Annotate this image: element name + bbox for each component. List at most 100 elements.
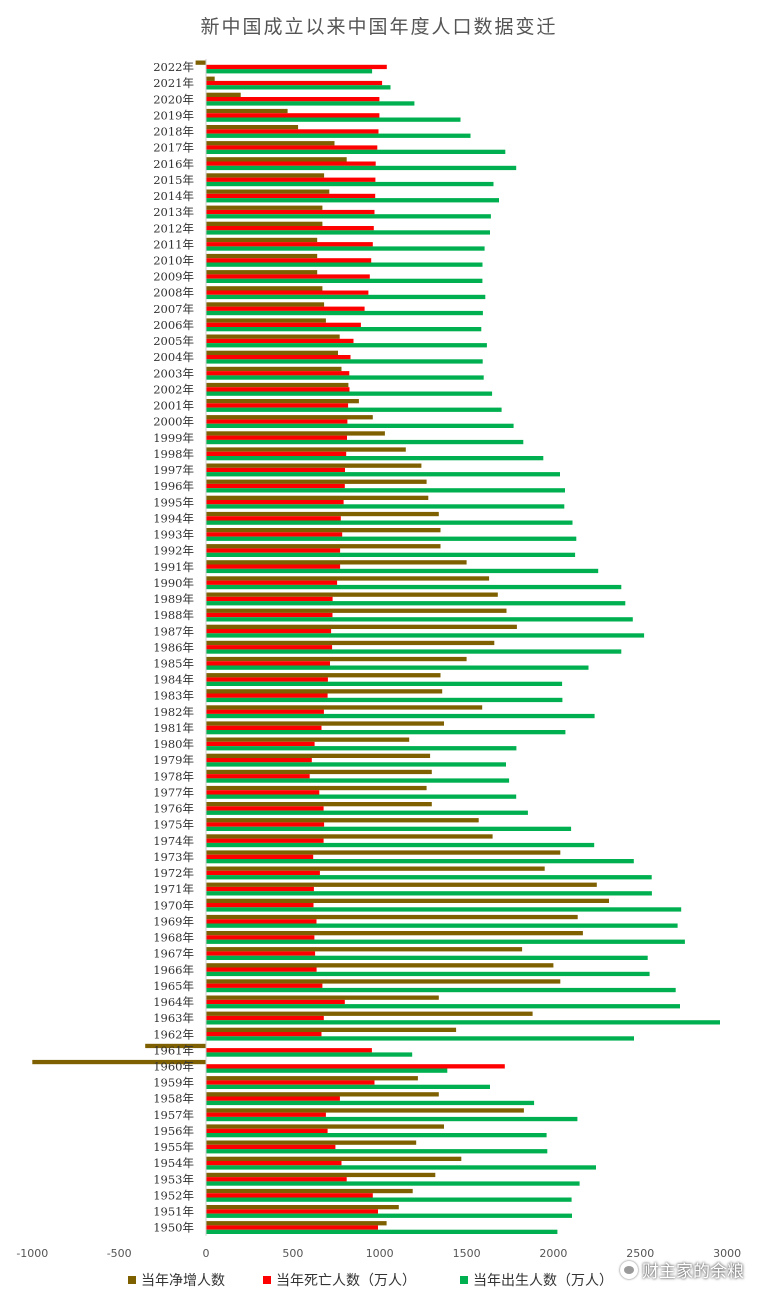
bar-births-1984 xyxy=(206,681,563,686)
category-label: 1991年 xyxy=(153,560,194,574)
bar-net-increase-1951 xyxy=(206,1205,399,1210)
bar-net-increase-1983 xyxy=(206,689,443,694)
legend-label-births: 当年出生人数（万人） xyxy=(473,1273,613,1289)
category-label: 1983年 xyxy=(153,689,194,703)
bar-births-1980 xyxy=(206,746,517,751)
bar-net-increase-1994 xyxy=(206,511,439,517)
bar-deaths-1993 xyxy=(206,532,343,537)
bar-net-increase-1987 xyxy=(206,624,517,629)
bar-net-increase-2000 xyxy=(206,415,373,420)
bar-births-2008 xyxy=(206,294,486,300)
bar-births-2003 xyxy=(206,375,484,380)
bar-net-increase-2020 xyxy=(206,92,241,97)
bar-net-increase-2011 xyxy=(206,237,318,243)
category-label: 1964年 xyxy=(153,995,194,1009)
bar-births-1997 xyxy=(206,472,560,477)
bar-deaths-1985 xyxy=(206,661,330,666)
bar-births-1987 xyxy=(206,633,645,638)
bar-births-2019 xyxy=(206,117,461,122)
bar-net-increase-2018 xyxy=(206,125,299,130)
category-label: 1987年 xyxy=(153,624,194,638)
bar-births-1981 xyxy=(206,730,566,735)
bar-net-increase-1997 xyxy=(206,463,422,468)
bar-deaths-2005 xyxy=(206,338,354,344)
bar-births-1982 xyxy=(206,713,595,719)
bar-births-1995 xyxy=(206,504,565,509)
bar-births-1985 xyxy=(206,665,589,670)
category-label: 2008年 xyxy=(153,286,194,300)
category-label: 1994年 xyxy=(153,511,194,525)
bar-births-1994 xyxy=(206,520,573,525)
bar-births-2010 xyxy=(206,262,483,267)
bar-births-1958 xyxy=(206,1100,535,1106)
bar-births-1951 xyxy=(206,1213,572,1218)
bar-births-1962 xyxy=(206,1036,634,1041)
bar-marks xyxy=(32,60,720,1234)
category-label: 1993年 xyxy=(153,528,194,542)
bar-deaths-1961 xyxy=(206,1048,372,1053)
x-tick-label: 1000 xyxy=(366,1247,394,1260)
bar-deaths-1970 xyxy=(206,903,314,908)
bar-deaths-1995 xyxy=(206,500,344,505)
legend-label-net-increase: 当年净增人数 xyxy=(141,1273,225,1289)
bar-deaths-2018 xyxy=(206,129,379,134)
bar-net-increase-1969 xyxy=(206,914,578,920)
bar-net-increase-1996 xyxy=(206,479,427,484)
bar-net-increase-1993 xyxy=(206,528,441,533)
bar-net-increase-1995 xyxy=(206,495,429,500)
bar-births-2017 xyxy=(206,149,506,154)
x-tick-label: 2000 xyxy=(539,1247,567,1260)
bar-deaths-1958 xyxy=(206,1096,340,1101)
bar-deaths-2014 xyxy=(206,193,376,199)
category-label: 1952年 xyxy=(153,1189,194,1203)
category-label: 1976年 xyxy=(153,802,194,816)
bar-births-1966 xyxy=(206,971,650,977)
legend-item-net-increase: 当年净增人数 xyxy=(128,1270,225,1290)
bar-net-increase-1978 xyxy=(206,769,432,775)
bar-deaths-1959 xyxy=(206,1080,375,1085)
bar-deaths-1977 xyxy=(206,790,320,795)
category-label: 2000年 xyxy=(153,415,194,429)
bar-deaths-1960 xyxy=(206,1064,505,1069)
bar-births-2004 xyxy=(206,359,483,364)
bar-net-increase-1959 xyxy=(206,1076,418,1081)
bar-births-1968 xyxy=(206,939,685,944)
category-label: 1984年 xyxy=(153,673,194,687)
bar-deaths-2020 xyxy=(206,97,380,102)
category-label: 1960年 xyxy=(153,1060,194,1074)
bar-deaths-1999 xyxy=(206,435,347,440)
category-label: 1997年 xyxy=(153,463,194,477)
bar-net-increase-2008 xyxy=(206,286,323,291)
category-label: 2004年 xyxy=(153,350,194,364)
category-label: 1982年 xyxy=(153,705,194,719)
bar-births-1970 xyxy=(206,907,682,912)
bar-net-increase-2022 xyxy=(195,60,206,65)
bar-deaths-2015 xyxy=(206,177,376,182)
bar-deaths-2022 xyxy=(206,64,387,70)
category-label: 2013年 xyxy=(153,205,194,219)
bar-net-increase-2016 xyxy=(206,157,347,162)
category-label: 1974年 xyxy=(153,834,194,848)
bar-births-1999 xyxy=(206,439,524,445)
bar-births-1961 xyxy=(206,1052,413,1057)
category-label: 2005年 xyxy=(153,334,194,348)
bar-net-increase-1981 xyxy=(206,721,444,726)
bar-net-increase-1975 xyxy=(206,818,479,823)
bar-deaths-1976 xyxy=(206,806,324,811)
bar-net-increase-1977 xyxy=(206,785,427,791)
bar-births-1950 xyxy=(206,1229,558,1234)
bar-deaths-1988 xyxy=(206,612,333,618)
bar-births-2000 xyxy=(206,423,514,428)
bar-net-increase-2017 xyxy=(206,141,335,146)
bar-births-1967 xyxy=(206,955,648,960)
bar-deaths-1994 xyxy=(206,516,341,521)
bar-births-1959 xyxy=(206,1084,490,1089)
category-label: 1950年 xyxy=(153,1221,194,1235)
bar-deaths-1981 xyxy=(206,725,322,730)
category-label: 1966年 xyxy=(153,963,194,977)
bar-births-1976 xyxy=(206,810,528,815)
x-tick-label: 0 xyxy=(203,1247,210,1260)
bar-deaths-2012 xyxy=(206,226,374,231)
bar-births-1964 xyxy=(206,1004,680,1009)
category-label: 2001年 xyxy=(153,399,194,413)
